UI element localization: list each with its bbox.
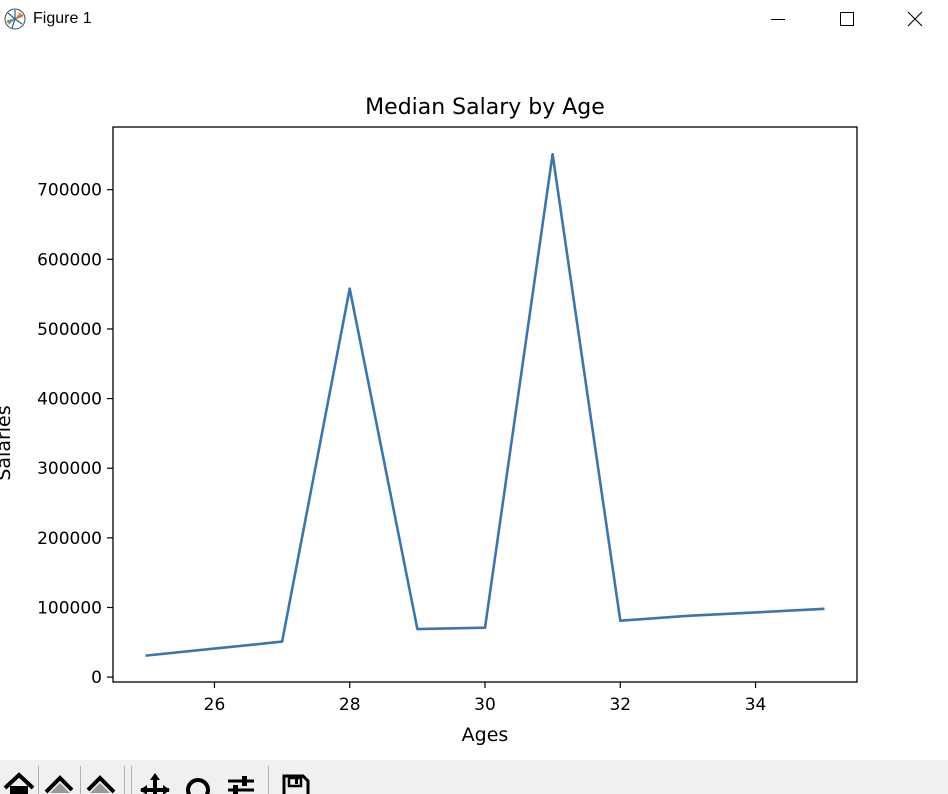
- zoom-button[interactable]: [178, 766, 216, 794]
- zoom-icon: [186, 778, 210, 794]
- y-tick-label: 100000: [37, 598, 102, 618]
- toolbar-separator: [38, 766, 39, 794]
- close-icon: [907, 11, 923, 27]
- toolbar-separator: [131, 766, 132, 794]
- back-icon: [44, 775, 74, 794]
- line-chart: 26 28 30 32 34 0 100000 200000 300000 400000 50000…: [0, 95, 858, 746]
- y-tick-label: 600000: [37, 250, 102, 270]
- window-title: Figure 1: [33, 10, 92, 27]
- x-tick-label: 34: [745, 695, 767, 715]
- x-tick-label: 28: [339, 695, 361, 715]
- x-tick-label: 26: [204, 695, 226, 715]
- toolbar-separator: [80, 766, 81, 794]
- save-icon: [282, 774, 310, 794]
- x-axis-label: Ages: [462, 724, 509, 746]
- minimize-icon: [771, 19, 785, 20]
- minimize-button[interactable]: [743, 0, 813, 38]
- y-tick-label: 200000: [37, 529, 102, 549]
- configure-subplots-icon: [228, 776, 254, 794]
- y-tick-label: 300000: [37, 459, 102, 479]
- save-button[interactable]: [276, 766, 314, 794]
- matplotlib-icon: [4, 8, 26, 30]
- y-axis-label: Salaries: [0, 405, 15, 480]
- configure-subplots-button[interactable]: [222, 766, 260, 794]
- window-titlebar: Figure 1: [0, 0, 948, 38]
- figure-canvas: 26 28 30 32 34 0 100000 200000 300000 400000 50000…: [0, 38, 948, 760]
- chart-title: Median Salary by Age: [365, 95, 605, 120]
- y-tick-label: 500000: [37, 320, 102, 340]
- forward-button[interactable]: [82, 766, 120, 794]
- toolbar-separator: [268, 766, 269, 794]
- forward-icon: [86, 775, 116, 794]
- y-tick-label: 0: [91, 668, 102, 688]
- y-tick-label: 400000: [37, 390, 102, 410]
- maximize-button[interactable]: [812, 0, 882, 38]
- home-icon: [3, 772, 35, 794]
- x-tick-label: 32: [609, 695, 631, 715]
- back-button[interactable]: [40, 766, 78, 794]
- navigation-toolbar: [0, 760, 948, 794]
- pan-button[interactable]: [136, 766, 174, 794]
- maximize-icon: [840, 12, 854, 26]
- plot-frame: [112, 126, 858, 683]
- close-button[interactable]: [882, 0, 948, 38]
- toolbar-separator: [124, 766, 125, 794]
- home-button[interactable]: [0, 766, 38, 794]
- series-line-0: [145, 152, 825, 657]
- pan-icon: [140, 773, 170, 794]
- x-tick-label: 30: [474, 695, 496, 715]
- y-tick-label: 700000: [37, 181, 102, 201]
